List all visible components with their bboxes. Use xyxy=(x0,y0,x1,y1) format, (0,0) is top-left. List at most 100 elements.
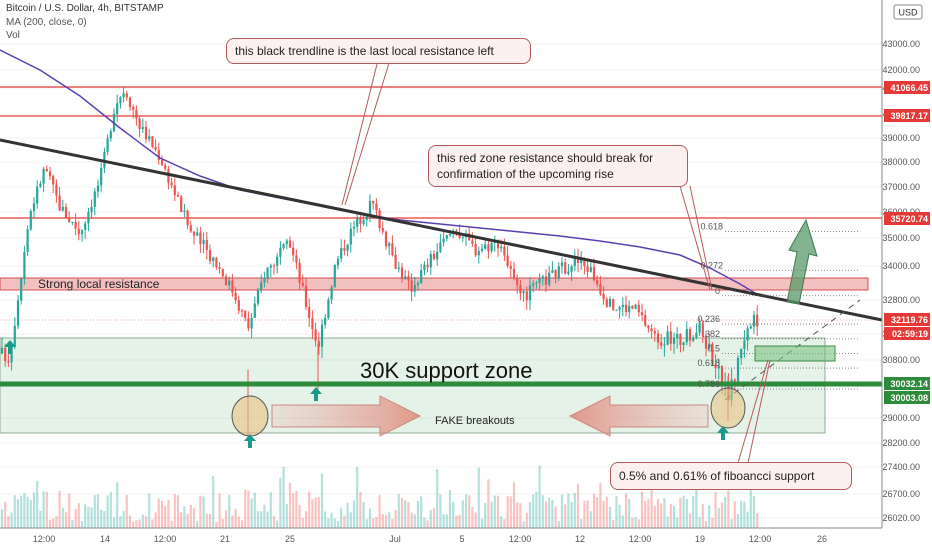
candle-body xyxy=(84,223,87,230)
candle-body xyxy=(228,280,231,286)
symbol-title[interactable]: Bitcoin / U.S. Dollar, 4h, BITSTAMP xyxy=(6,3,164,14)
candle-body xyxy=(154,146,157,150)
candle-body xyxy=(314,329,317,341)
fake-breakouts-label: FAKE breakouts xyxy=(435,415,515,427)
candle-body xyxy=(676,333,679,339)
x-tick-label: 12:00 xyxy=(629,534,652,544)
volume-bar xyxy=(336,521,340,528)
candle-body xyxy=(442,238,445,243)
volume-bar xyxy=(119,516,122,528)
candle-body xyxy=(506,255,509,266)
price-label-box xyxy=(884,109,930,122)
volume-bar xyxy=(432,507,436,528)
volume-bar xyxy=(128,515,132,528)
fibonacci-callout: 0.5% and 0.61% of fiboancci support xyxy=(610,462,852,490)
volume-bar xyxy=(516,502,519,528)
volume-bar xyxy=(541,495,544,528)
volume-bar xyxy=(16,499,20,528)
volume-bar xyxy=(39,511,42,528)
volume-bar xyxy=(496,495,500,528)
candle-body xyxy=(205,240,208,251)
candle-body xyxy=(637,304,640,313)
volume-bar xyxy=(29,499,32,528)
candle-body xyxy=(208,250,212,262)
candle-body xyxy=(135,109,138,119)
volume-bar xyxy=(442,514,445,528)
volume-bar xyxy=(125,494,128,528)
volume-bar xyxy=(272,515,276,528)
volume-bar xyxy=(317,496,320,528)
volume-bar xyxy=(343,515,346,528)
candle-body xyxy=(186,210,189,226)
volume-bar xyxy=(394,510,397,528)
candle-body xyxy=(311,318,314,330)
volume-bar xyxy=(186,513,189,528)
time-axis[interactable] xyxy=(0,528,882,550)
candle-body xyxy=(272,265,276,267)
candle-body xyxy=(253,303,256,318)
price-label-box xyxy=(884,313,930,326)
volume-bar xyxy=(231,515,234,528)
y-tick-label: 32800.00 xyxy=(882,295,920,305)
candle-body xyxy=(541,276,544,279)
candle-body xyxy=(13,325,16,348)
candle-body xyxy=(157,149,160,161)
volume-bar xyxy=(685,499,688,528)
candle-body xyxy=(71,221,74,223)
volume-bar xyxy=(164,505,167,528)
candle-body xyxy=(324,317,327,325)
y-tick-label: 28200.00 xyxy=(882,438,920,448)
candle-body xyxy=(317,340,320,347)
volume-bar xyxy=(180,512,183,528)
candle-body xyxy=(644,315,647,326)
volume-bar xyxy=(84,504,87,528)
volume-bar xyxy=(215,521,218,528)
volume-bar xyxy=(602,500,605,528)
vol-legend[interactable]: Vol xyxy=(6,30,20,41)
volume-bar xyxy=(100,509,103,528)
volume-bar xyxy=(477,467,480,528)
candle-body xyxy=(500,246,503,249)
candle-body xyxy=(394,254,397,269)
candle-body xyxy=(330,287,333,300)
candle-body xyxy=(90,206,93,213)
volume-bar xyxy=(311,499,314,528)
volume-bar xyxy=(640,491,644,528)
volume-bar xyxy=(359,492,362,528)
volume-bar xyxy=(80,520,84,528)
volume-bar xyxy=(564,504,567,528)
volume-bar xyxy=(298,504,301,528)
volume-bar xyxy=(714,491,717,528)
volume-bar xyxy=(71,520,74,528)
volume-bar xyxy=(429,510,432,528)
candle-body xyxy=(538,278,541,283)
y-tick-label: 37000.00 xyxy=(882,182,920,192)
volume-bar xyxy=(103,511,106,528)
volume-bar xyxy=(653,506,656,528)
candle-body xyxy=(612,299,615,310)
candle-body xyxy=(756,314,759,327)
candle-body xyxy=(295,255,298,263)
candle-body xyxy=(381,228,384,232)
volume-bar xyxy=(324,511,327,528)
x-tick-label: 12:00 xyxy=(749,534,772,544)
candle-body xyxy=(474,243,477,256)
candle-body xyxy=(170,182,173,186)
x-tick-label: 14 xyxy=(100,534,110,544)
volume-bar xyxy=(663,498,666,528)
candle-body xyxy=(522,291,525,294)
candle-body xyxy=(621,304,624,308)
volume-bar xyxy=(346,502,349,528)
candle-body xyxy=(743,340,746,349)
x-tick-label: 21 xyxy=(220,534,230,544)
candle-body xyxy=(711,343,714,365)
currency-button[interactable] xyxy=(893,4,923,20)
candle-body xyxy=(448,233,452,236)
price-label-box xyxy=(884,377,930,390)
plot-area[interactable] xyxy=(0,0,882,528)
ma-legend[interactable]: MA (200, close, 0) xyxy=(6,17,87,28)
candle-body xyxy=(490,242,493,252)
candle-body xyxy=(148,136,151,140)
volume-bar xyxy=(538,465,541,528)
